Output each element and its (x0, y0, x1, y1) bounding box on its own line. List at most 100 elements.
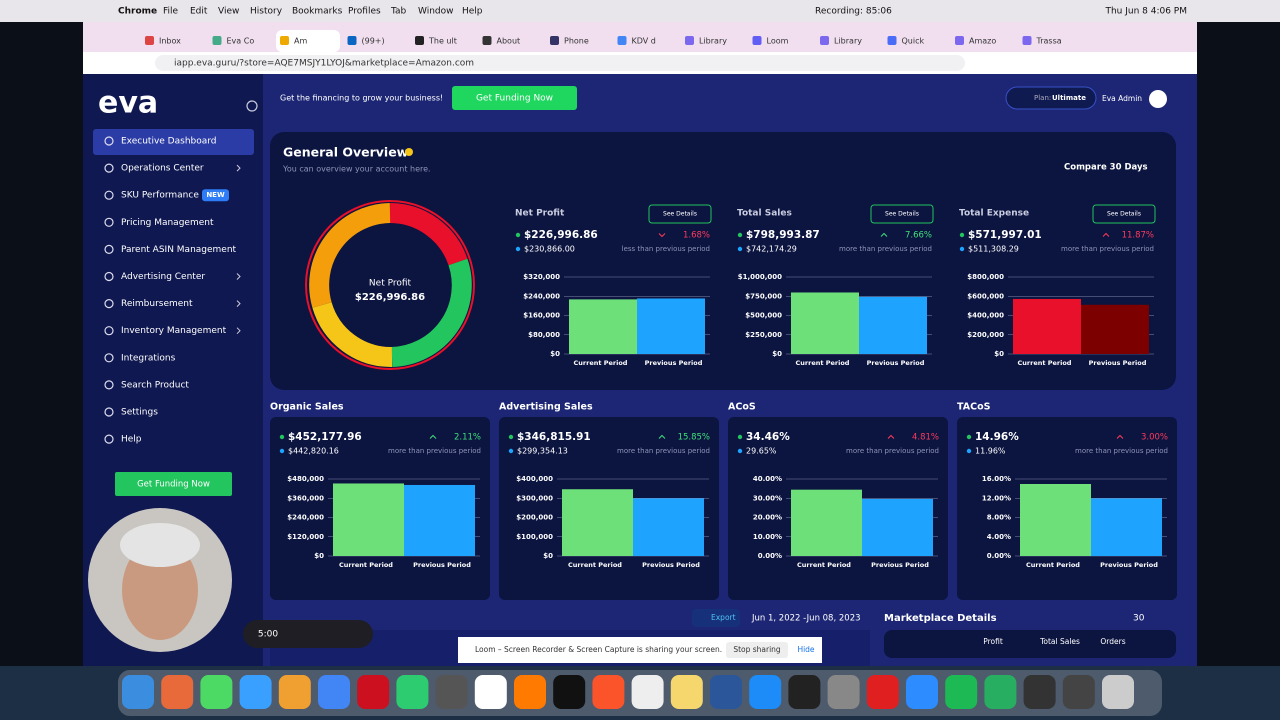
tab-title[interactable]: Loom (767, 37, 789, 46)
menu-label[interactable]: Settings (121, 408, 158, 418)
export[interactable]: Export (711, 613, 736, 622)
sidebar-button-text[interactable]: Get Funding Now (137, 480, 210, 490)
see-details[interactable] (648, 204, 712, 224)
menu-item[interactable]: Bookmarks (292, 7, 343, 17)
y-tick-label: $400,000 (967, 312, 1004, 320)
menu-item[interactable]: File (163, 7, 179, 17)
banner-button-text[interactable]: Get Funding Now (476, 94, 553, 104)
dock-icon[interactable] (788, 675, 821, 709)
dock-icon[interactable] (670, 675, 703, 709)
tab-favicon (1022, 36, 1032, 45)
date-range[interactable]: Jun 1, 2022 -Jun 08, 2023 (751, 614, 861, 624)
tab-title[interactable]: Amazo (969, 37, 996, 46)
x-tick-label: Previous Period (413, 561, 471, 569)
dock-icon[interactable] (866, 675, 899, 709)
menu-label[interactable]: Executive Dashboard (121, 137, 217, 147)
dock-icon[interactable] (318, 675, 350, 709)
y-tick-label: $480,000 (287, 475, 324, 483)
tab-title[interactable]: Quick (902, 37, 925, 46)
menu-bar (0, 0, 1280, 22)
tab-title[interactable]: The ult (428, 37, 457, 46)
collapse-button[interactable] (246, 100, 258, 112)
tab-title[interactable]: KDV d (632, 37, 656, 46)
dock-icon[interactable] (906, 675, 938, 709)
loom-hide[interactable]: Hide (797, 645, 814, 654)
menu-item[interactable]: Tab (390, 7, 407, 17)
tab-title[interactable]: Trassa (1036, 37, 1062, 46)
tab-title[interactable]: Library (834, 37, 862, 46)
menu-item[interactable]: History (250, 7, 283, 17)
url[interactable]: iapp.eva.guru/?store=AQE7MSJY1LYOJ&marke… (174, 59, 474, 69)
menu-label[interactable]: SKU Performance (121, 191, 199, 201)
dock-icon[interactable] (1023, 675, 1056, 709)
bar (637, 298, 705, 354)
dock-icon[interactable] (1062, 675, 1095, 709)
dock-icon[interactable] (435, 675, 468, 709)
y-tick-label: $0 (772, 350, 782, 358)
menu-item[interactable]: Help (462, 7, 483, 17)
tab-title[interactable]: About (497, 37, 521, 46)
export-button[interactable] (692, 609, 740, 627)
menu-item[interactable]: Edit (190, 7, 208, 17)
dock-icon[interactable] (200, 675, 233, 709)
dock-icon[interactable] (239, 675, 272, 709)
menu-label[interactable]: Inventory Management (121, 326, 227, 336)
menu-item[interactable]: Window (418, 7, 454, 17)
dock-icon[interactable] (278, 675, 311, 709)
y-tick-label: 20.00% (753, 514, 782, 522)
dock-icon[interactable] (474, 675, 507, 709)
dock-icon[interactable] (945, 675, 978, 709)
tab-title[interactable]: Inbox (159, 37, 181, 46)
loom-stop[interactable]: Stop sharing (733, 645, 781, 654)
dock-icon[interactable] (161, 675, 194, 709)
tab-title[interactable]: Phone (564, 37, 589, 46)
banner-button[interactable] (452, 86, 577, 110)
dock-icon[interactable] (827, 675, 860, 709)
avatar[interactable] (1149, 90, 1167, 108)
menu-item[interactable]: View (218, 7, 239, 17)
menu-item[interactable]: Profiles (348, 7, 381, 17)
dock-icon[interactable] (514, 675, 546, 709)
dock-icon[interactable] (631, 675, 664, 709)
menu-label[interactable]: Operations Center (121, 164, 204, 174)
y-tick-label: $0 (994, 350, 1004, 358)
dock-icon[interactable] (710, 675, 742, 709)
card-note: more than previous period (1061, 245, 1154, 253)
dock-icon[interactable] (592, 675, 625, 709)
see-details-text[interactable]: See Details (1107, 211, 1141, 218)
menu-label[interactable]: Search Product (121, 380, 189, 390)
tab-title[interactable]: Eva Co (227, 37, 255, 46)
column-header: Orders (1100, 637, 1125, 646)
see-details-text[interactable]: See Details (885, 211, 919, 218)
sidebar-button[interactable] (115, 472, 232, 496)
badge (202, 189, 229, 202)
previous-dot (959, 246, 965, 252)
dock-icon[interactable] (553, 675, 586, 709)
url-field[interactable] (155, 55, 965, 71)
trend-arrow (1102, 232, 1110, 237)
y-tick-label: $750,000 (745, 292, 782, 300)
menu-icon (104, 217, 114, 227)
dock-icon[interactable] (357, 675, 390, 709)
dock-icon[interactable] (396, 675, 429, 709)
menu-label[interactable]: Parent ASIN Management (121, 245, 237, 255)
tab-title[interactable]: Am (294, 37, 307, 46)
menu-label[interactable]: Help (121, 435, 142, 445)
menu-label[interactable]: Reimbursement (121, 299, 193, 309)
see-details-text[interactable]: See Details (663, 211, 697, 218)
menu-label[interactable]: Integrations (121, 353, 176, 363)
stop-sharing-button[interactable] (726, 642, 788, 658)
dock-icon[interactable] (749, 675, 782, 709)
tab-title[interactable]: Library (699, 37, 727, 46)
see-details[interactable] (1092, 204, 1156, 224)
see-details[interactable] (870, 204, 934, 224)
compare[interactable]: Compare 30 Days (1064, 163, 1148, 173)
dock-icon[interactable] (984, 675, 1017, 709)
tab-title[interactable]: (99+) (362, 37, 385, 46)
menu-label[interactable]: Advertising Center (121, 272, 205, 282)
tab-favicon (752, 36, 762, 45)
menu-label[interactable]: Pricing Management (121, 218, 214, 228)
dock-icon[interactable] (1102, 675, 1134, 709)
dock-icon[interactable] (122, 675, 154, 709)
menu-icon (104, 271, 114, 282)
